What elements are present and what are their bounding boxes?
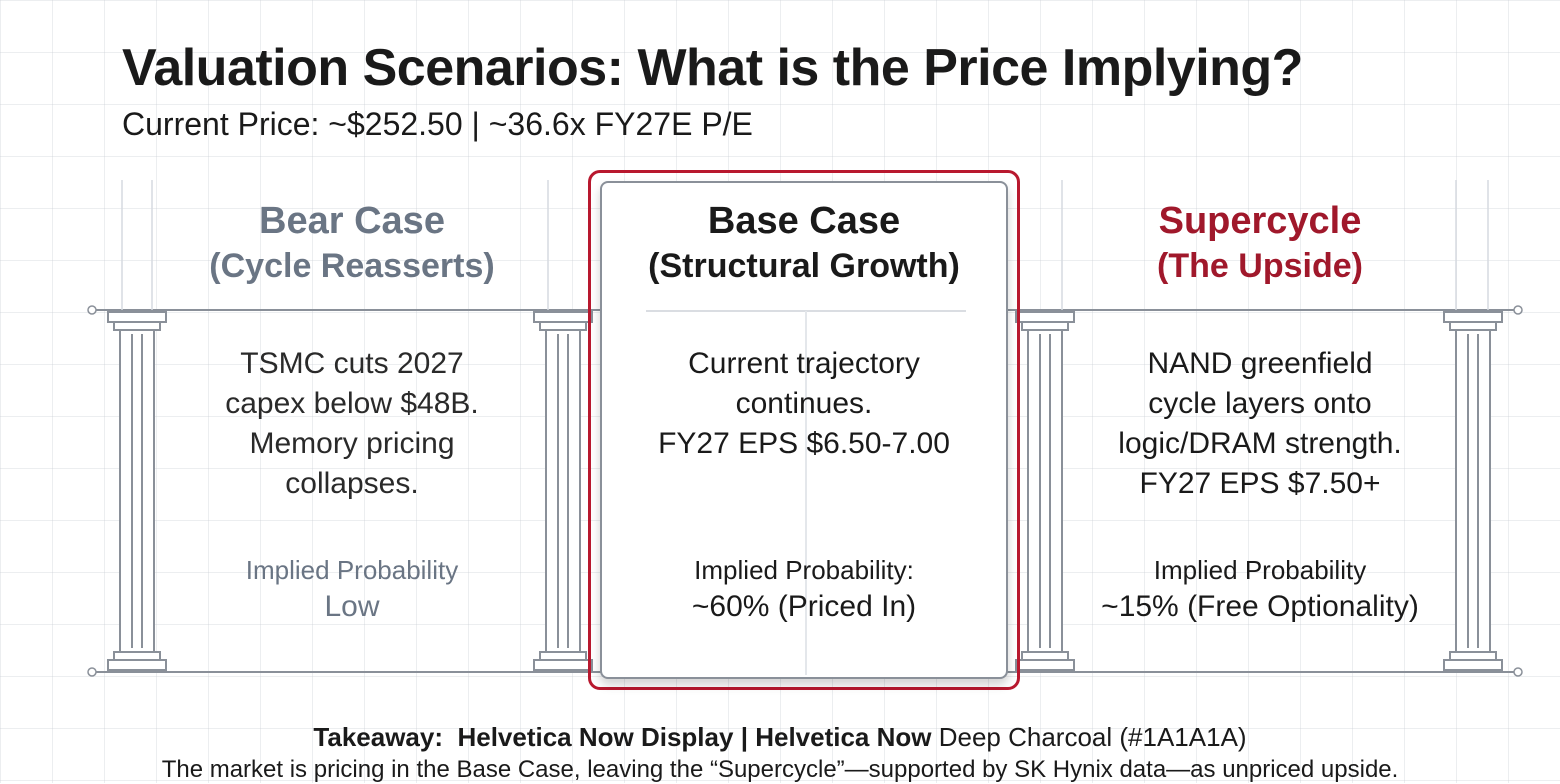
supercycle-body: NAND greenfield cycle layers onto logic/…: [1060, 344, 1460, 504]
guide-lines: [121, 180, 1489, 310]
pillar-center-left: [533, 311, 593, 671]
takeaway-font-text: Helvetica Now: [755, 722, 932, 752]
pillar-right: [1443, 311, 1503, 671]
bear-probability: Implied Probability Low: [152, 553, 552, 627]
base-probability-label: Implied Probability:: [694, 555, 914, 585]
page-subtitle: Current Price: ~$252.50 | ~36.6x FY27E P…: [122, 106, 753, 142]
supercycle-probability-value: ~15% (Free Optionality): [1101, 590, 1419, 623]
base-case-highlight-border: [588, 170, 1020, 690]
base-probability: Implied Probability: ~60% (Priced In): [600, 553, 1008, 627]
pillar-left: [107, 311, 167, 671]
bear-desc-line: collapses.: [285, 467, 419, 500]
base-case-card: [600, 181, 1008, 679]
footnote: The market is pricing in the Base Case, …: [161, 756, 1399, 783]
supercycle-desc-line: FY27 EPS $7.50+: [1139, 467, 1381, 500]
base-card-guides: [646, 310, 966, 675]
takeaway-label: Takeaway:: [313, 722, 443, 752]
beam-base-left: [87, 667, 97, 677]
bear-desc-line: capex below $48B.: [225, 387, 479, 420]
takeaway-separator: |: [740, 722, 748, 752]
takeaway-color-note: Deep Charcoal (#1A1A1A): [938, 722, 1247, 752]
bear-case-subheading: (Cycle Reasserts): [209, 247, 495, 285]
bear-case-column: Bear Case (Cycle Reasserts): [152, 198, 552, 288]
page-title: Valuation Scenarios: What is the Price I…: [122, 39, 1303, 97]
supercycle-heading: Supercycle: [1158, 200, 1362, 242]
base-desc-line: Current trajectory: [688, 347, 920, 380]
base-case-subheading: (Structural Growth): [648, 247, 960, 285]
beam-end-right: [1513, 305, 1523, 315]
base-probability-value: ~60% (Priced In): [691, 590, 917, 623]
bear-case-body: TSMC cuts 2027 capex below $48B. Memory …: [152, 344, 552, 504]
supercycle-desc-line: NAND greenfield: [1147, 347, 1373, 380]
supercycle-desc-line: cycle layers onto: [1148, 387, 1372, 420]
takeaway-line: Takeaway: Helvetica Now Display | Helvet…: [0, 722, 1560, 753]
base-case-header: Base Case (Structural Growth): [600, 198, 1008, 288]
pillar-center-right: [1015, 311, 1075, 671]
bear-case-heading: Bear Case: [259, 200, 445, 242]
bear-desc-line: Memory pricing: [249, 427, 455, 460]
base-case-body: Current trajectory continues. FY27 EPS $…: [600, 344, 1008, 464]
takeaway-font-display: Helvetica Now Display: [457, 722, 734, 752]
bear-desc-line: TSMC cuts 2027: [240, 347, 464, 380]
supercycle-desc-line: logic/DRAM strength.: [1118, 427, 1402, 460]
beam-base-right: [1513, 667, 1523, 677]
supercycle-subheading: (The Upside): [1157, 247, 1363, 285]
beam-end-left: [87, 305, 97, 315]
base-case-heading: Base Case: [707, 200, 901, 242]
bear-probability-value: Low: [324, 590, 380, 623]
supercycle-probability: Implied Probability ~15% (Free Optionali…: [1060, 553, 1460, 627]
bear-probability-label: Implied Probability: [245, 555, 459, 585]
base-desc-line: FY27 EPS $6.50-7.00: [658, 427, 950, 460]
base-desc-line: continues.: [735, 387, 873, 420]
supercycle-header: Supercycle (The Upside): [1060, 198, 1460, 288]
supercycle-probability-label: Implied Probability: [1153, 555, 1367, 585]
